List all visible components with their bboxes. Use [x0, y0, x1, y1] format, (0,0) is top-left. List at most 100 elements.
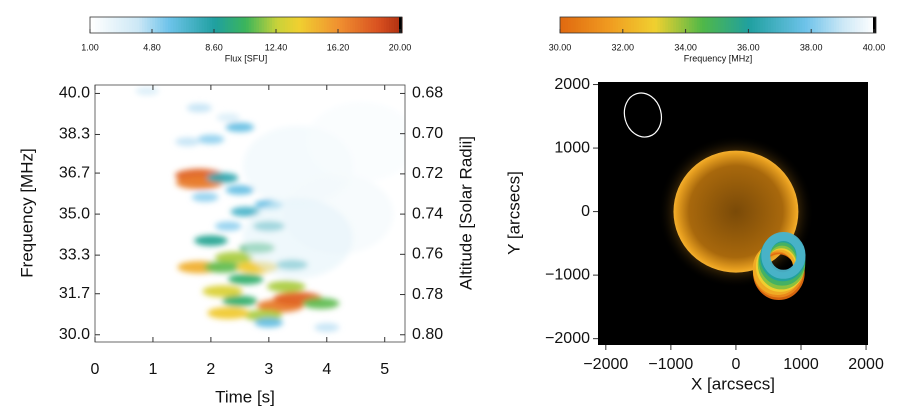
colorbar-swatch	[728, 17, 732, 33]
colorbar-swatch	[134, 17, 138, 33]
beam	[623, 92, 663, 138]
y-tick-label: 2000	[554, 76, 590, 93]
colorbar-swatch	[157, 17, 161, 33]
colorbar-swatch	[733, 17, 738, 33]
colorbar-swatch	[689, 17, 693, 33]
y-tick-label: 40.0	[59, 85, 90, 102]
colorbar-swatch	[723, 17, 727, 33]
colorbar-swatch	[841, 17, 845, 33]
emission-blob	[314, 323, 340, 332]
colorbar-swatch	[736, 17, 740, 33]
colorbar-swatch	[644, 17, 648, 33]
colorbar-swatch	[308, 17, 312, 33]
colorbar-tick-label: 12.40	[265, 42, 288, 52]
emission-blob	[225, 122, 255, 133]
colorbar-swatch	[854, 17, 859, 33]
emission-blob	[242, 198, 353, 279]
colorbar-swatch	[797, 17, 801, 33]
y-tick-label: −2000	[545, 330, 590, 347]
colorbar-swatch	[591, 17, 595, 33]
emission-blob	[175, 137, 201, 147]
colorbar-swatch	[865, 17, 869, 33]
colorbar-swatch	[823, 17, 827, 33]
emission-blob	[306, 101, 405, 182]
emission-blob	[207, 306, 250, 320]
colorbar-swatch	[749, 17, 753, 33]
colorbar-swatch	[217, 17, 221, 33]
colorbar-swatch	[264, 17, 268, 33]
colorbar-swatch	[702, 17, 706, 33]
colorbar-swatch	[298, 17, 302, 33]
colorbar-swatch	[331, 17, 335, 33]
colorbar-swatch	[623, 17, 627, 33]
colorbar-swatch	[386, 17, 390, 33]
colorbar-swatch	[581, 17, 585, 33]
colorbar-swatch	[389, 17, 393, 33]
colorbar-swatch	[352, 17, 356, 33]
colorbar-swatch	[92, 17, 96, 33]
colorbar-swatch	[378, 17, 382, 33]
colorbar-end	[399, 17, 402, 33]
x-tick-label: 4	[322, 361, 331, 378]
colorbar-swatch	[791, 17, 795, 33]
colorbar-swatch	[617, 17, 622, 33]
colorbar-swatch	[170, 17, 174, 33]
colorbar-swatch	[596, 17, 601, 33]
y-tick-label: 31.7	[59, 285, 90, 302]
colorbar-swatch	[191, 17, 195, 33]
x-tick-label: 0	[91, 361, 100, 378]
colorbar-swatch	[773, 17, 777, 33]
colorbar-swatch	[570, 17, 574, 33]
colorbar-swatch	[155, 17, 159, 33]
colorbar-swatch	[136, 17, 140, 33]
colorbar-swatch	[583, 17, 587, 33]
y2-axis-title: Altitude [Solar Radii]	[456, 136, 475, 290]
y-tick-label: 0.74	[412, 205, 443, 222]
colorbar-tick-label: 32.00	[612, 42, 635, 52]
colorbar-swatch	[794, 17, 798, 33]
x-axis-title: X [arcsecs]	[691, 374, 775, 393]
colorbar-swatch	[565, 17, 569, 33]
colorbar-swatch	[142, 17, 146, 33]
emission-blob	[222, 295, 258, 307]
colorbar-swatch	[691, 17, 695, 33]
colorbar-swatch	[227, 17, 231, 33]
colorbar-swatch	[628, 17, 632, 33]
colorbar-swatch	[870, 17, 874, 33]
colorbar-swatch	[149, 17, 153, 33]
colorbar-swatch	[147, 17, 151, 33]
colorbar-swatch	[212, 17, 216, 33]
colorbar-swatch	[849, 17, 853, 33]
y-tick-label: 35.0	[59, 205, 90, 222]
sun-disk	[673, 150, 799, 273]
colorbar-swatch	[196, 17, 200, 33]
colorbar-swatch	[662, 17, 666, 33]
colorbar-swatch	[355, 17, 359, 33]
colorbar-swatch	[194, 17, 198, 33]
colorbar-swatch	[222, 17, 226, 33]
colorbar-swatch	[321, 17, 325, 33]
colorbar-swatch	[100, 17, 104, 33]
colorbar-swatch	[831, 17, 835, 33]
colorbar-swatch	[225, 17, 229, 33]
colorbar-swatch	[615, 17, 619, 33]
colorbar-swatch	[760, 17, 764, 33]
colorbar-swatch	[103, 17, 107, 33]
colorbar-swatch	[235, 17, 239, 33]
colorbar-swatch	[160, 17, 164, 33]
colorbar-swatch	[612, 17, 616, 33]
colorbar-swatch	[300, 17, 304, 33]
frame	[94, 84, 406, 343]
colorbar-swatch	[633, 17, 637, 33]
colorbar-swatch	[699, 17, 703, 33]
y-tick-label: 0.70	[412, 125, 443, 142]
colorbar-swatch	[383, 17, 387, 33]
emission-blob	[194, 235, 228, 246]
colorbar-swatch	[675, 17, 680, 33]
y-tick-label: 38.3	[59, 126, 90, 143]
colorbar-swatch	[810, 17, 814, 33]
colorbar-swatch	[233, 17, 237, 33]
colorbar-swatch	[660, 17, 664, 33]
colorbar-swatch	[646, 17, 651, 33]
colorbar-swatch	[588, 17, 593, 33]
